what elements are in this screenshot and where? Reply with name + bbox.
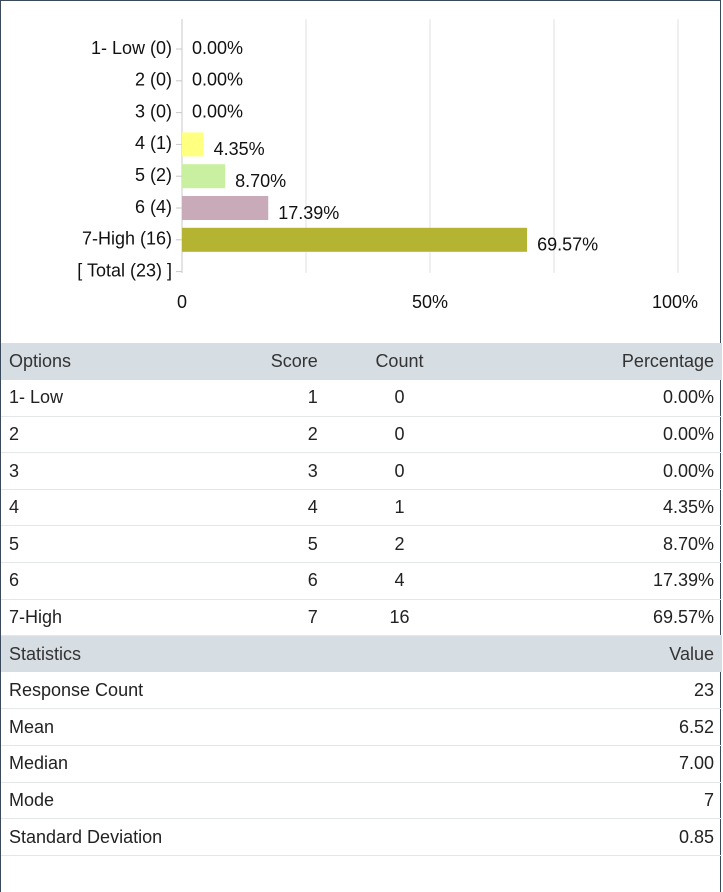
- table-cell: 4.35%: [473, 489, 722, 527]
- table-cell: Value: [473, 635, 722, 673]
- table-cell: 2: [1, 416, 181, 454]
- table-cell: 7-High: [1, 599, 181, 637]
- table-cell: 2: [180, 416, 326, 454]
- value-label: 0.00%: [192, 70, 243, 90]
- category-label: 4 (1): [135, 133, 172, 153]
- table-cell: 6.52: [473, 708, 722, 747]
- table-cell: Options: [1, 343, 181, 380]
- bar: [182, 132, 204, 157]
- table-cell: Mean: [1, 708, 474, 747]
- table-cell: 4: [180, 489, 326, 527]
- table-cell: 0.00%: [473, 379, 722, 417]
- table-header: Options Score Count Percentage: [1, 343, 722, 380]
- value-label: 4.35%: [214, 139, 265, 159]
- category-label: 1- Low (0): [91, 38, 172, 58]
- table-cell: 7: [180, 599, 326, 637]
- table-cell: Statistics: [1, 635, 474, 673]
- table-row: 4 4 1 4.35%: [1, 489, 722, 527]
- table-row: Standard Deviation 0.85: [1, 818, 722, 856]
- table-row: Response Count 23: [1, 672, 722, 710]
- table-cell: 3: [180, 452, 326, 490]
- table-cell: Count: [325, 343, 474, 380]
- bar: [182, 227, 528, 252]
- table-row: Median 7.00: [1, 745, 722, 783]
- category-label: 3 (0): [135, 101, 172, 121]
- table-cell: 0: [325, 379, 474, 417]
- x-tick-label: 0: [177, 292, 187, 312]
- table-cell: Standard Deviation: [1, 818, 474, 856]
- table-cell: 0.00%: [473, 452, 722, 490]
- table-cell: 23: [473, 672, 722, 710]
- value-label: 0.00%: [192, 101, 243, 121]
- table-cell: 69.57%: [473, 599, 722, 637]
- x-tick-label: 100%: [652, 292, 698, 312]
- table-row: Mean 6.52: [1, 708, 722, 747]
- table-cell: 5: [1, 525, 181, 564]
- x-tick-label: 50%: [412, 292, 448, 312]
- bar: [182, 164, 226, 189]
- table-cell: Median: [1, 745, 474, 783]
- table-row: 1- Low 1 0 0.00%: [1, 379, 722, 417]
- category-label: 6 (4): [135, 197, 172, 217]
- table-cell: 6: [180, 562, 326, 600]
- table-cell: 6: [1, 562, 181, 600]
- table-cell: 4: [1, 489, 181, 527]
- table-cell: 0.00%: [473, 416, 722, 454]
- table-cell: 1: [180, 379, 326, 417]
- result-table: Options Score Count Percentage 1- Low 1 0 0.00%…: [1, 343, 722, 856]
- category-label: 5 (2): [135, 165, 172, 185]
- table-cell: 0.85: [473, 818, 722, 856]
- value-label: 17.39%: [278, 203, 339, 223]
- table-row: 7-High 7 16 69.57%: [1, 599, 722, 637]
- table-cell: Percentage: [473, 343, 722, 380]
- table-cell: 0: [325, 416, 474, 454]
- table-cell: Response Count: [1, 672, 474, 710]
- table-cell: 8.70%: [473, 525, 722, 564]
- table-header: Statistics Value: [1, 635, 722, 673]
- chart: 0 50% 100% 1- Low (0) 0.00% 2 (0) 0.00% 3 (0) 0.…: [77, 19, 698, 312]
- table-row: 6 6 4 17.39%: [1, 562, 722, 600]
- table-row: 2 2 0 0.00%: [1, 416, 722, 454]
- bar: [182, 196, 269, 220]
- table-row: Mode 7: [1, 782, 722, 820]
- table-row: 3 3 0 0.00%: [1, 452, 722, 490]
- category-label: 7-High (16): [82, 229, 172, 249]
- table-cell: 7.00: [473, 745, 722, 783]
- table-cell: 1- Low: [1, 379, 181, 417]
- table-cell: 1: [325, 489, 474, 527]
- value-label: 8.70%: [235, 171, 286, 191]
- table-cell: 2: [325, 525, 474, 564]
- table-cell: 17.39%: [473, 562, 722, 600]
- table-cell: 0: [325, 452, 474, 490]
- category-label: [ Total (23) ]: [77, 260, 172, 280]
- table-cell: 5: [180, 525, 326, 564]
- table-cell: 16: [325, 599, 474, 637]
- category-label: 2 (0): [135, 70, 172, 90]
- table-cell: 4: [325, 562, 474, 600]
- value-label: 0.00%: [192, 38, 243, 58]
- table-row: 5 5 2 8.70%: [1, 525, 722, 564]
- table-cell: Mode: [1, 782, 474, 820]
- table-cell: 7: [473, 782, 722, 820]
- table-cell: Score: [180, 343, 326, 380]
- table-cell: 3: [1, 452, 181, 490]
- value-label: 69.57%: [537, 235, 598, 255]
